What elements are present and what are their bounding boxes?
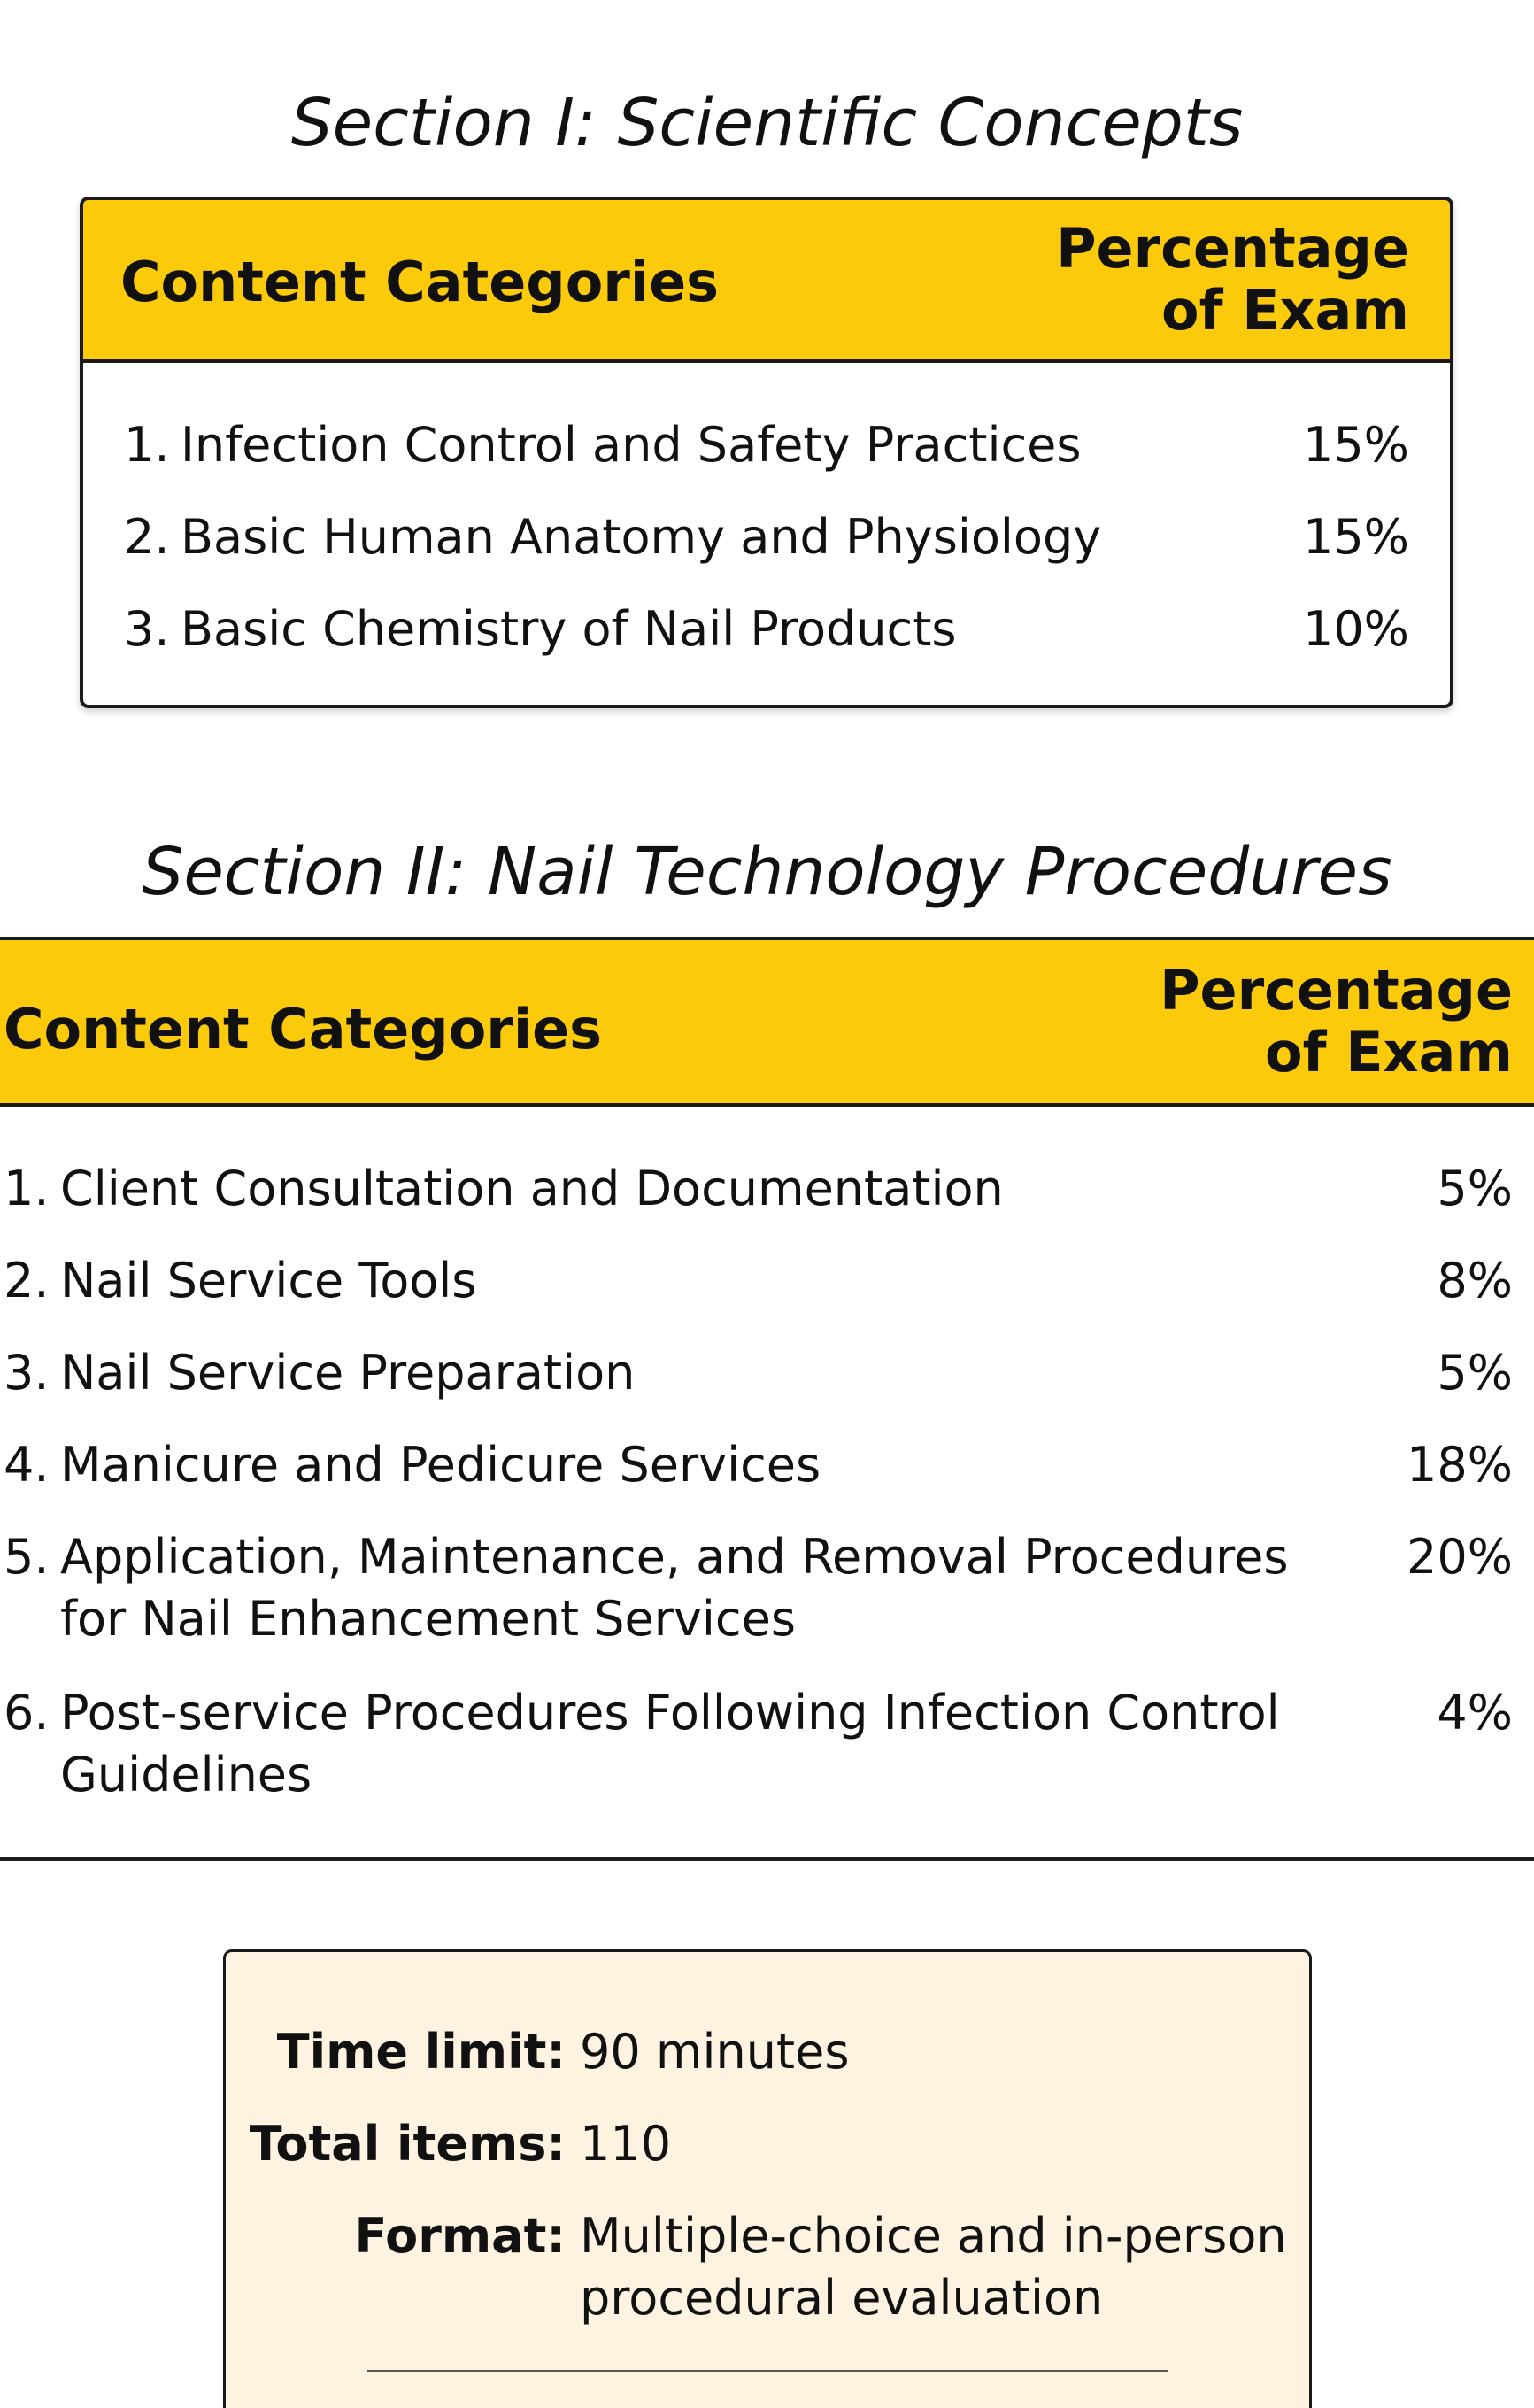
percentage-header-line2: of Exam [1161,278,1409,343]
total-items-value: 110 [580,2116,672,2172]
section-1-title: Section I: Scientific Concepts [290,85,1244,161]
section-2-title: Section II: Nail Technology Procedures [142,834,1392,910]
percentage-header-line1: Percentage [1056,216,1409,281]
row-value: 8% [1437,1253,1513,1308]
percentage-header: Percentage of Exam [1160,960,1513,1084]
percentage-header-line2: of Exam [1265,1020,1513,1084]
section-1-table: Content Categories Percentage of Exam 1.… [80,197,1453,708]
divider [367,2370,1168,2372]
exam-info-box: Time limit: 90 minutes Total items: 110 … [223,1949,1312,2408]
row-label: Basic Chemistry of Nail Products [181,601,957,657]
section-2-header: Content Categories Percentage of Exam [0,940,1534,1107]
row-value: 20% [1406,1529,1513,1585]
row-value: 15% [1302,417,1409,473]
row-label: Client Consultation and Documentation [60,1161,1004,1216]
time-limit-value: 90 minutes [580,2024,850,2080]
total-items-label: Total items: [249,2116,566,2172]
row-number: 1. [4,1161,50,1216]
time-limit-label: Time limit: [276,2024,566,2080]
row-number: 6. [4,1685,50,1740]
row-label: Manicure and Pedicure Services [60,1437,821,1493]
format-value-line2: procedural evaluation [580,2270,1104,2326]
row-value: 18% [1406,1437,1513,1493]
percentage-header: Percentage of Exam [1056,218,1409,342]
percentage-header-line1: Percentage [1160,958,1513,1023]
row-label-line1: Application, Maintenance, and Removal Pr… [60,1529,1289,1585]
row-label: Basic Human Anatomy and Physiology [181,509,1102,565]
row-label: Infection Control and Safety Practices [181,417,1082,473]
row-number: 2. [124,509,170,565]
format-label: Format: [354,2208,566,2264]
format-value-line1: Multiple-choice and in-person [580,2208,1287,2264]
row-label-line2: for Nail Enhancement Services [60,1591,796,1647]
row-label: Nail Service Preparation [60,1345,636,1401]
row-value: 15% [1302,509,1409,565]
row-number: 2. [4,1253,50,1308]
row-label-line2: Guidelines [60,1747,312,1802]
row-value: 4% [1437,1685,1513,1740]
row-value: 5% [1437,1345,1513,1401]
section-1-header: Content Categories Percentage of Exam [83,200,1450,363]
row-number: 3. [4,1345,50,1401]
row-number: 5. [4,1529,50,1585]
row-number: 3. [124,601,170,657]
row-value: 5% [1437,1161,1513,1216]
row-number: 1. [124,417,170,473]
content-categories-header: Content Categories [120,250,720,314]
section-2-table: Content Categories Percentage of Exam 1.… [0,937,1534,1861]
content-categories-header: Content Categories [4,997,603,1061]
row-number: 4. [4,1437,50,1493]
row-label: Nail Service Tools [60,1253,477,1308]
row-value: 10% [1302,601,1409,657]
row-label-line1: Post-service Procedures Following Infect… [60,1685,1280,1740]
